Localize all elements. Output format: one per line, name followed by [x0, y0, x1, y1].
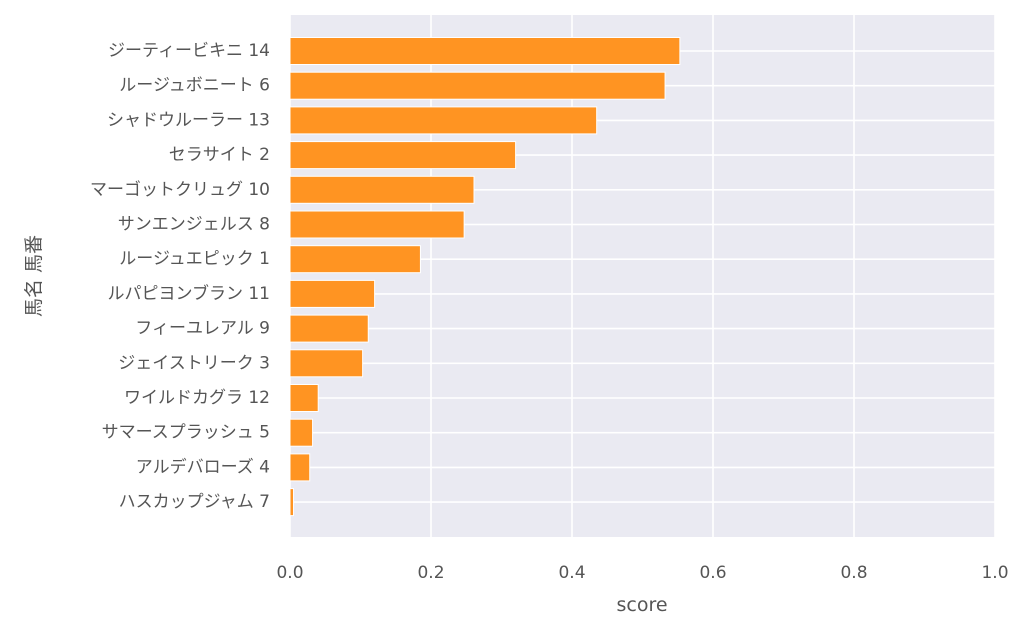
y-tick-label: マーゴットクリュグ 10: [90, 179, 270, 200]
y-tick-label: ルージュエピック 1: [119, 249, 270, 269]
y-tick-label: セラサイト 2: [169, 145, 270, 165]
bar: [289, 210, 465, 239]
bar: [289, 384, 319, 412]
bar: [289, 37, 681, 65]
bar: [289, 418, 314, 447]
x-axis-label: score: [616, 594, 667, 616]
bar: [289, 245, 421, 274]
y-tick-labels: ジーティービキニ 14 ルージュボニート 6 シャドウルーラー 13 セラサイト 2 マ…: [90, 41, 270, 512]
x-tick-label: 0.0: [276, 563, 303, 583]
y-tick-label: シャドウルーラー 13: [107, 110, 270, 130]
y-tick-label: ルパピヨンブラン 11: [107, 283, 270, 304]
y-tick-label: アルデバローズ 4: [136, 456, 270, 477]
bar: [289, 71, 666, 100]
bar: [289, 314, 369, 343]
y-tick-label: ジーティービキニ 14: [108, 41, 270, 61]
x-tick-label: 1.0: [981, 563, 1008, 583]
bars: [289, 37, 681, 517]
y-tick-label: ジェイストリーク 3: [118, 353, 270, 373]
x-tick-label: 0.2: [417, 563, 444, 583]
bar: [289, 279, 376, 308]
x-tick-label: 0.4: [558, 563, 585, 583]
y-axis-label: 馬名 馬番: [23, 235, 45, 317]
y-tick-label: サンエンジェルス 8: [118, 215, 270, 235]
bar: [289, 453, 311, 482]
y-tick-label: ハスカップジャム 7: [119, 492, 270, 512]
x-tick-labels: 0.0 0.2 0.4 0.6 0.8 1.0: [276, 563, 1008, 583]
bar: [289, 141, 517, 170]
y-tick-label: サマースプラッシュ 5: [102, 423, 270, 443]
plot-area: [290, 15, 995, 537]
y-tick-label: ワイルドカグラ 12: [124, 388, 270, 408]
bar: [289, 175, 475, 204]
x-tick-label: 0.6: [699, 563, 726, 583]
y-tick-label: フィーユレアル 9: [135, 319, 270, 339]
bar: [289, 488, 295, 517]
bar: [289, 349, 364, 378]
bar: [289, 106, 598, 135]
y-tick-label: ルージュボニート 6: [119, 76, 270, 96]
x-tick-label: 0.8: [840, 563, 867, 583]
